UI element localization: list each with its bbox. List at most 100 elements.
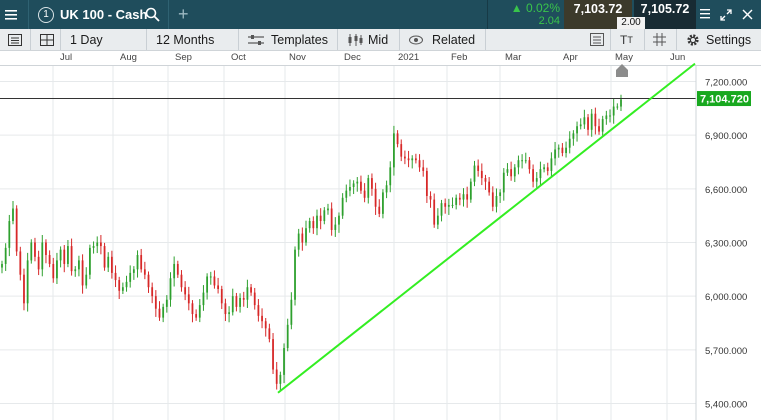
- candle-body: [158, 308, 161, 318]
- candle-body: [224, 303, 227, 315]
- candle-body: [202, 292, 205, 306]
- candle-body: [45, 242, 47, 256]
- candle-body: [151, 287, 154, 297]
- instrument-number: 1: [38, 6, 54, 23]
- range-selector[interactable]: 12 Months: [156, 32, 215, 47]
- candle-body: [59, 249, 62, 261]
- candle-body: [565, 147, 567, 154]
- candle-body: [305, 228, 307, 243]
- candle-body: [382, 192, 384, 214]
- candle-body: [539, 169, 542, 179]
- trendline[interactable]: [277, 62, 696, 394]
- month-label: Jul: [60, 52, 73, 63]
- candle-body: [246, 287, 249, 300]
- candle-body: [360, 181, 362, 191]
- candle-body: [231, 296, 234, 313]
- candle-body: [34, 242, 36, 257]
- candle-body: [356, 181, 359, 184]
- candle-body: [338, 215, 340, 225]
- candle-body: [129, 272, 132, 282]
- candle-body: [312, 221, 315, 229]
- candle-body: [510, 169, 513, 177]
- templates-button[interactable]: Templates: [248, 29, 328, 50]
- menu-icon[interactable]: [5, 0, 21, 29]
- related-button[interactable]: Related: [409, 29, 475, 50]
- add-tab-icon[interactable]: +: [178, 4, 189, 24]
- home-marker-icon[interactable]: [616, 64, 628, 77]
- grid-icon[interactable]: [653, 29, 666, 50]
- price-change: ▲ 0.02% 2.04: [490, 0, 562, 29]
- candle-body: [253, 292, 256, 306]
- month-label: 2021: [398, 52, 420, 63]
- candle-body: [136, 255, 139, 270]
- candle-body: [198, 305, 201, 318]
- candle-body: [484, 178, 487, 182]
- up-arrow-icon: ▲: [510, 1, 523, 15]
- instrument-header: 1 UK 100 - Cash + ▲ 0.02% 2.04 7,103.72 …: [0, 0, 761, 29]
- candle-body: [477, 165, 480, 171]
- candle-body: [458, 197, 461, 200]
- month-label: Nov: [289, 52, 306, 63]
- candle-body: [488, 181, 491, 193]
- candle-body: [140, 255, 143, 270]
- month-label: Feb: [451, 52, 468, 63]
- candle-body: [173, 263, 176, 279]
- candle-body: [74, 269, 77, 272]
- candle-body: [378, 206, 381, 214]
- candle-body: [213, 276, 216, 286]
- candle-body: [466, 194, 469, 200]
- month-label: May: [615, 52, 633, 63]
- candle-body: [85, 274, 88, 286]
- candle-body: [535, 178, 538, 182]
- candle-body: [147, 274, 150, 288]
- candle-body: [114, 272, 117, 281]
- candle-body: [433, 199, 436, 225]
- candle-body: [195, 314, 198, 318]
- candle-body: [345, 190, 348, 198]
- candle-body: [103, 246, 106, 268]
- price-tick-label: 6,000.000: [705, 292, 747, 303]
- interval-selector[interactable]: 1 Day: [70, 32, 103, 47]
- layout-grid-icon[interactable]: [40, 29, 54, 50]
- candle-body: [217, 285, 220, 290]
- candle-body: [15, 208, 18, 252]
- candle-body: [12, 208, 14, 222]
- expand-icon[interactable]: [720, 0, 732, 29]
- candle-body: [107, 256, 110, 268]
- candle-body: [532, 169, 534, 182]
- candle-body: [587, 117, 589, 130]
- candle-body: [543, 167, 545, 170]
- candle-body: [576, 126, 578, 134]
- candle-body: [363, 190, 366, 198]
- candle-body: [96, 242, 99, 247]
- candle-body: [396, 133, 399, 145]
- search-icon[interactable]: [145, 0, 160, 29]
- candle-body: [491, 192, 494, 207]
- instrument-name[interactable]: UK 100 - Cash: [60, 7, 148, 22]
- candle-body: [605, 115, 608, 120]
- candle-body: [524, 160, 527, 162]
- candle-body: [513, 167, 516, 177]
- candle-body: [499, 192, 502, 196]
- candle-body: [436, 215, 439, 225]
- candle-body: [319, 215, 322, 222]
- price-type-button[interactable]: Mid: [347, 29, 388, 50]
- candle-body: [554, 149, 556, 159]
- candle-body: [220, 289, 223, 304]
- list-view-icon[interactable]: [8, 29, 22, 50]
- candle-body: [121, 287, 124, 291]
- candle-body: [165, 299, 168, 307]
- candle-body: [583, 117, 586, 125]
- close-icon[interactable]: [742, 0, 753, 29]
- candle-body: [422, 167, 425, 171]
- settings-button[interactable]: Settings: [686, 29, 751, 50]
- candle-body: [334, 224, 337, 230]
- candle-body: [447, 204, 450, 207]
- more-options-icon[interactable]: [700, 0, 710, 29]
- candle-body: [257, 305, 260, 316]
- drawing-tools-icon[interactable]: [590, 29, 604, 50]
- candle-body: [143, 269, 146, 275]
